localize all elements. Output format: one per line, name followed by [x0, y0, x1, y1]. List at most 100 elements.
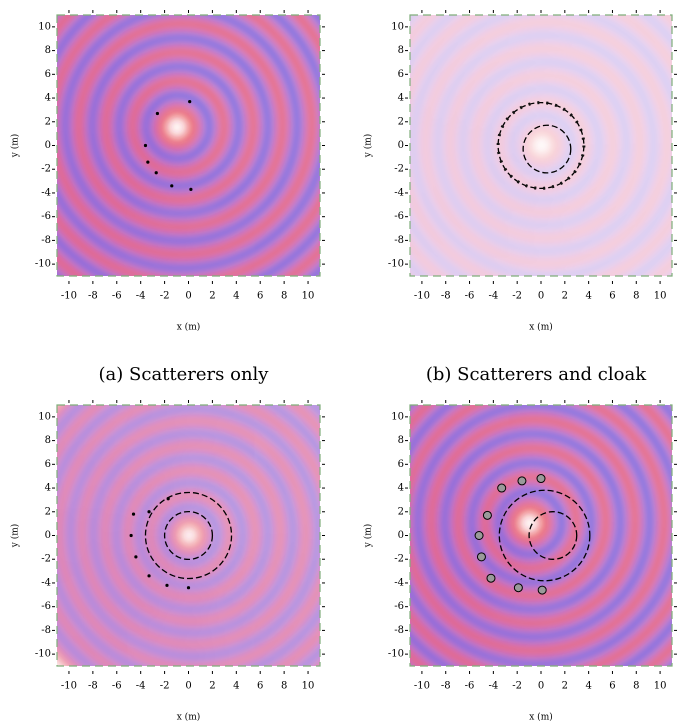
x-tick-label: 4 — [233, 681, 239, 692]
field — [57, 15, 320, 276]
x-tick-label: 0 — [185, 291, 191, 302]
caption: (b) Scatterers and cloak — [426, 364, 647, 385]
panel: -10 -8 -6 -4 -2 0 2 4 6 8 10 -10 -8 -6 -4 -2 0 2 4 6 8 10 x (m… — [363, 400, 677, 723]
wave-ring — [154, 104, 200, 150]
y-tick-label: -10 — [388, 259, 404, 270]
field — [57, 405, 320, 666]
y-tick-label: 4 — [398, 93, 404, 104]
y-tick-label: 10 — [391, 21, 404, 32]
caption: (a) Scatterers only — [99, 364, 270, 385]
x-tick-label: 4 — [585, 681, 591, 692]
y-tick-label: -2 — [41, 554, 51, 565]
scatterer — [188, 100, 192, 104]
panel: -10 -8 -6 -4 -2 0 2 4 6 8 10 -10 -8 -6 -4 -2 0 2 4 6 8 10 x (m… — [10, 400, 325, 723]
wave-ring — [112, 453, 272, 614]
wave-ring — [410, 15, 672, 276]
wave-ring — [470, 70, 618, 218]
scatterer — [165, 583, 169, 587]
x-tick-label: 6 — [609, 291, 615, 302]
scatterer — [166, 497, 170, 501]
y-tick-label: 2 — [398, 116, 404, 127]
y-tick-label: 2 — [45, 506, 51, 517]
x-tick-label: -8 — [88, 681, 98, 692]
wave-ring — [157, 503, 222, 567]
y-tick-label: -4 — [41, 577, 51, 588]
wave-ring — [74, 18, 288, 232]
x-tick-label: -10 — [414, 681, 430, 692]
y-tick-label: -8 — [394, 625, 404, 636]
scatterer — [497, 483, 507, 493]
x-tick-label: 0 — [538, 291, 544, 302]
y-tick-label: 8 — [398, 435, 404, 446]
x-tick-label: 6 — [609, 681, 615, 692]
x-tick-label: 0 — [185, 681, 191, 692]
x-tick-label: -6 — [465, 681, 475, 692]
x-tick-label: -4 — [488, 291, 498, 302]
x-tick-label: -4 — [488, 681, 498, 692]
cloak-circle — [163, 510, 214, 561]
x-tick-label: -4 — [136, 291, 146, 302]
wave-ring — [520, 124, 563, 167]
y-tick-label: 0 — [45, 140, 51, 151]
scatterer — [517, 476, 527, 486]
x-tick-label: -6 — [112, 681, 122, 692]
wave-ring — [458, 57, 631, 230]
y-tick-label: -4 — [394, 577, 404, 588]
y-tick-label: -4 — [41, 187, 51, 198]
wave-ring — [446, 44, 645, 243]
wave-ring — [123, 466, 260, 602]
wave-ring — [433, 30, 658, 256]
cloak-circle — [498, 489, 591, 582]
x-tick-label: 8 — [281, 291, 287, 302]
wave-ring — [508, 110, 577, 180]
x-tick-label: -10 — [61, 291, 77, 302]
scatterer — [134, 555, 138, 559]
x-tick-label: -10 — [414, 291, 430, 302]
y-tick-label: 2 — [398, 506, 404, 517]
y-tick-label: -10 — [35, 259, 51, 270]
scatterer — [131, 512, 136, 516]
y-tick-label: 0 — [398, 140, 404, 151]
wave-ring — [57, 15, 320, 273]
frame — [409, 404, 673, 667]
wave-ring — [413, 405, 655, 642]
y-tick-label: 8 — [398, 45, 404, 56]
y-tick-label: -8 — [394, 235, 404, 246]
x-tick-label: -8 — [441, 681, 451, 692]
scatterer — [147, 574, 151, 578]
wave-ring — [114, 61, 244, 191]
scatterer — [536, 474, 546, 484]
wave-ring — [127, 76, 229, 178]
scatterer — [486, 573, 496, 583]
wave-ring — [101, 47, 258, 205]
wave-ring — [135, 478, 247, 591]
y-tick-label: -10 — [35, 649, 51, 660]
wave-ring — [60, 15, 302, 246]
wave-ring — [410, 405, 672, 666]
cloak-circle — [522, 124, 572, 174]
x-tick-label: 10 — [302, 291, 315, 302]
y-tick-label: 6 — [45, 459, 51, 470]
scatterer — [476, 552, 486, 562]
x-tick-label: 2 — [562, 291, 568, 302]
cloak-circle — [497, 101, 585, 190]
frame — [56, 14, 321, 277]
y-tick-label: -8 — [41, 625, 51, 636]
x-tick-label: 10 — [654, 291, 667, 302]
x-tick-label: 2 — [209, 681, 215, 692]
x-tick-label: -8 — [441, 291, 451, 302]
wave-ring — [146, 490, 235, 579]
wave-ring — [57, 15, 317, 260]
y-axis-label: y (m) — [363, 524, 374, 549]
wave-ring — [87, 33, 273, 219]
x-tick-label: 4 — [585, 291, 591, 302]
scatterer — [513, 583, 523, 593]
x-tick-label: 10 — [302, 681, 315, 692]
y-tick-label: -6 — [41, 601, 51, 612]
wave-ring — [421, 17, 672, 268]
wave-ring — [495, 97, 590, 192]
scatterer — [147, 510, 151, 514]
y-axis-label: y (m) — [363, 134, 374, 159]
x-tick-label: 10 — [654, 681, 667, 692]
y-axis-label: y (m) — [10, 134, 21, 159]
